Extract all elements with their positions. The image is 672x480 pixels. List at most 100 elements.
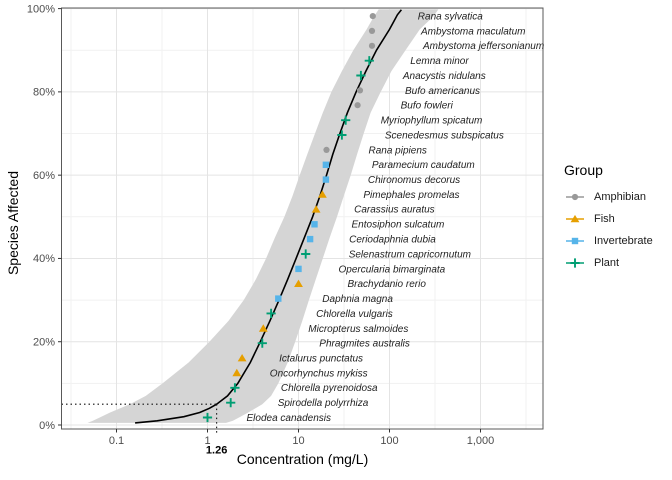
species-label-lemna-minor: Lemna minor <box>410 56 469 67</box>
x-tick-label: 0.1 <box>109 435 124 447</box>
species-label-carassius-auratus: Carassius auratus <box>354 205 435 216</box>
point-lemna-minor <box>364 56 374 66</box>
circle-marker <box>354 102 361 109</box>
species-label-chironomus-decorus: Chironomus decorus <box>368 175 460 186</box>
point-pimephales-promelas <box>318 190 327 198</box>
legend-item-amphibian: Amphibian <box>564 186 653 208</box>
y-tick-label: 40% <box>33 253 55 265</box>
y-axis-title: Species Affected <box>5 170 21 276</box>
species-label-elodea-canadensis: Elodea canadensis <box>247 413 332 424</box>
species-label-rana-pipiens: Rana pipiens <box>369 145 427 156</box>
point-micropterus-salmoides <box>258 324 268 332</box>
x-axis-title: Concentration (mg/L) <box>236 451 369 467</box>
point-rana-pipiens <box>323 146 330 153</box>
species-label-ambystoma-jeffersonianum: Ambystoma jeffersonianum <box>422 41 544 52</box>
point-ictalurus-punctatus <box>237 354 247 362</box>
circle-marker <box>356 87 364 94</box>
hc5-tick-label: 1.26 <box>206 445 227 457</box>
square-marker <box>295 265 302 273</box>
square-marker <box>571 237 579 245</box>
square-marker <box>322 176 330 183</box>
point-bufo-americanus <box>356 87 364 94</box>
species-label-pimephales-promelas: Pimephales promelas <box>363 190 459 201</box>
triangle-marker <box>294 279 303 287</box>
plus-marker <box>337 130 347 140</box>
point-rana-sylvatica <box>369 13 376 20</box>
square-marker <box>306 235 314 243</box>
species-label-bufo-americanus: Bufo americanus <box>405 86 480 97</box>
plant-key-icon <box>566 258 584 268</box>
circle-marker <box>571 193 579 201</box>
legend-item-label: Amphibian <box>594 191 646 203</box>
triangle-marker <box>311 205 321 213</box>
point-phragmites-australis <box>257 338 267 348</box>
point-spirodella-polyrrhiza <box>226 398 236 408</box>
point-oncorhynchus-mykiss <box>232 368 242 377</box>
species-label-chlorella-pyrenoidosa: Chlorella pyrenoidosa <box>281 383 378 394</box>
species-label-myriophyllum-spicatum: Myriophyllum spicatum <box>381 116 483 127</box>
circle-marker <box>323 146 330 153</box>
legend: Group Amphibian Fish Invertebrate Plant <box>564 162 653 274</box>
plus-marker <box>257 338 267 348</box>
legend-item-fish: Fish <box>564 208 653 230</box>
y-tick-label: 0% <box>39 420 55 432</box>
point-ambystoma-jeffersonianum <box>368 42 376 49</box>
square-marker <box>275 295 282 302</box>
point-anacystis-nidulans <box>356 70 366 81</box>
point-chlorella-vulgaris <box>266 308 276 318</box>
species-label-brachydanio-rerio: Brachydanio rerio <box>348 279 427 290</box>
species-label-selenastrum-capricornutum: Selenastrum capricornutum <box>349 249 471 260</box>
plus-marker <box>301 249 311 259</box>
data-points <box>202 13 376 423</box>
point-chlorella-pyrenoidosa <box>230 383 240 393</box>
square-marker <box>311 221 318 228</box>
axes: 0.1 1 10 100 1,000 0% 20% 40% 60% 80% 100% 1.26 <box>27 3 494 456</box>
species-label-opercularia-bimarginata: Opercularia bimarginata <box>339 264 446 275</box>
species-label-micropterus-salmoides: Micropterus salmoides <box>308 324 408 335</box>
gridlines <box>61 8 543 429</box>
fish-marker-icon <box>570 214 580 223</box>
confidence-band <box>87 9 439 423</box>
species-label-rana-sylvatica: Rana sylvatica <box>418 12 483 23</box>
amphibian-marker-icon <box>571 193 579 201</box>
point-ambystoma-maculatum <box>368 27 376 34</box>
species-label-bufo-fowleri: Bufo fowleri <box>401 101 454 112</box>
species-label-entosiphon-sulcatum: Entosiphon sulcatum <box>352 220 445 231</box>
point-carassius-auratus <box>311 205 321 213</box>
species-label-chlorella-vulgaris: Chlorella vulgaris <box>316 309 393 320</box>
point-myriophyllum-spicatum <box>341 115 351 125</box>
x-tick-label: 100 <box>380 435 398 447</box>
legend-item-label: Plant <box>594 257 620 269</box>
triangle-marker <box>237 354 247 362</box>
plus-marker <box>364 56 374 66</box>
plus-marker <box>570 258 580 268</box>
species-label-spirodella-polyrrhiza: Spirodella polyrrhiza <box>278 398 369 409</box>
y-tick-label: 80% <box>33 87 55 99</box>
species-label-ceriodaphnia-dubia: Ceriodaphnia dubia <box>349 235 436 246</box>
plus-marker <box>202 412 213 423</box>
species-label-paramecium-caudatum: Paramecium caudatum <box>372 160 475 171</box>
square-marker <box>322 161 330 168</box>
y-tick-label: 60% <box>33 170 55 182</box>
y-tick-label: 20% <box>33 337 55 349</box>
species-label-daphnia-magna: Daphnia magna <box>322 294 393 305</box>
legend-item-label: Fish <box>594 213 615 225</box>
species-label-phragmites-australis: Phragmites australis <box>319 339 410 350</box>
plant-marker-icon <box>570 258 580 268</box>
x-tick-label: 10 <box>292 435 304 447</box>
plus-marker <box>230 383 240 393</box>
species-label-anacystis-nidulans: Anacystis nidulans <box>402 71 486 82</box>
point-selenastrum-capricornutum <box>301 249 311 259</box>
triangle-marker <box>232 368 242 377</box>
circle-marker <box>368 42 376 49</box>
species-labels: Elodea canadensis Spirodella polyrrhiza Ch… <box>247 12 545 424</box>
x-tick-label: 1 <box>204 435 210 447</box>
invertebrate-key-icon <box>566 237 584 245</box>
point-chironomus-decorus <box>322 176 330 183</box>
point-ceriodaphnia-dubia <box>306 235 314 243</box>
triangle-marker <box>318 190 327 198</box>
legend-item-invertebrate: Invertebrate <box>564 230 653 252</box>
legend-title: Group <box>564 162 603 178</box>
